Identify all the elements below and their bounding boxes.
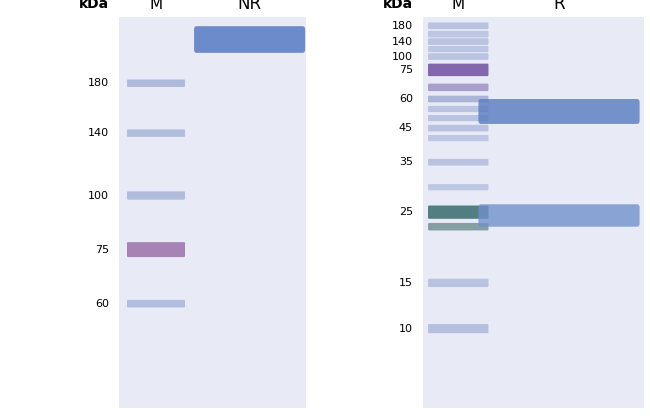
Text: 10: 10	[398, 324, 413, 334]
Text: 60: 60	[95, 299, 109, 309]
FancyBboxPatch shape	[428, 31, 489, 37]
FancyBboxPatch shape	[428, 46, 489, 52]
FancyBboxPatch shape	[428, 84, 489, 91]
Text: M: M	[452, 0, 465, 12]
FancyBboxPatch shape	[478, 99, 640, 124]
Text: M: M	[150, 0, 162, 12]
Text: NR: NR	[237, 0, 262, 13]
Text: 180: 180	[88, 78, 109, 88]
FancyBboxPatch shape	[428, 279, 489, 287]
Text: 140: 140	[88, 128, 109, 138]
Bar	[118, 17, 306, 408]
Text: 75: 75	[95, 245, 109, 255]
Text: kDa: kDa	[383, 0, 413, 11]
Text: 60: 60	[398, 94, 413, 104]
FancyBboxPatch shape	[428, 206, 489, 219]
FancyBboxPatch shape	[428, 64, 489, 76]
FancyBboxPatch shape	[428, 106, 489, 112]
Text: 35: 35	[398, 157, 413, 167]
FancyBboxPatch shape	[428, 159, 489, 166]
FancyBboxPatch shape	[428, 38, 489, 45]
FancyBboxPatch shape	[428, 115, 489, 121]
Text: 100: 100	[88, 191, 109, 201]
FancyBboxPatch shape	[127, 242, 185, 257]
FancyBboxPatch shape	[428, 125, 489, 131]
Text: 100: 100	[392, 52, 413, 62]
FancyBboxPatch shape	[428, 53, 489, 60]
Text: 140: 140	[391, 37, 413, 47]
Text: 75: 75	[398, 65, 413, 75]
Bar	[422, 17, 644, 408]
FancyBboxPatch shape	[428, 324, 489, 333]
FancyBboxPatch shape	[127, 79, 185, 87]
FancyBboxPatch shape	[194, 26, 305, 53]
FancyBboxPatch shape	[428, 223, 489, 230]
FancyBboxPatch shape	[428, 135, 489, 141]
Text: R: R	[553, 0, 565, 13]
FancyBboxPatch shape	[478, 204, 640, 227]
FancyBboxPatch shape	[127, 129, 185, 137]
Text: kDa: kDa	[79, 0, 109, 11]
Text: 180: 180	[391, 21, 413, 31]
Text: 15: 15	[398, 278, 413, 288]
FancyBboxPatch shape	[428, 22, 489, 29]
Text: 25: 25	[398, 207, 413, 217]
FancyBboxPatch shape	[127, 300, 185, 307]
Text: 45: 45	[398, 123, 413, 133]
FancyBboxPatch shape	[428, 96, 489, 102]
FancyBboxPatch shape	[428, 184, 489, 190]
FancyBboxPatch shape	[127, 191, 185, 200]
